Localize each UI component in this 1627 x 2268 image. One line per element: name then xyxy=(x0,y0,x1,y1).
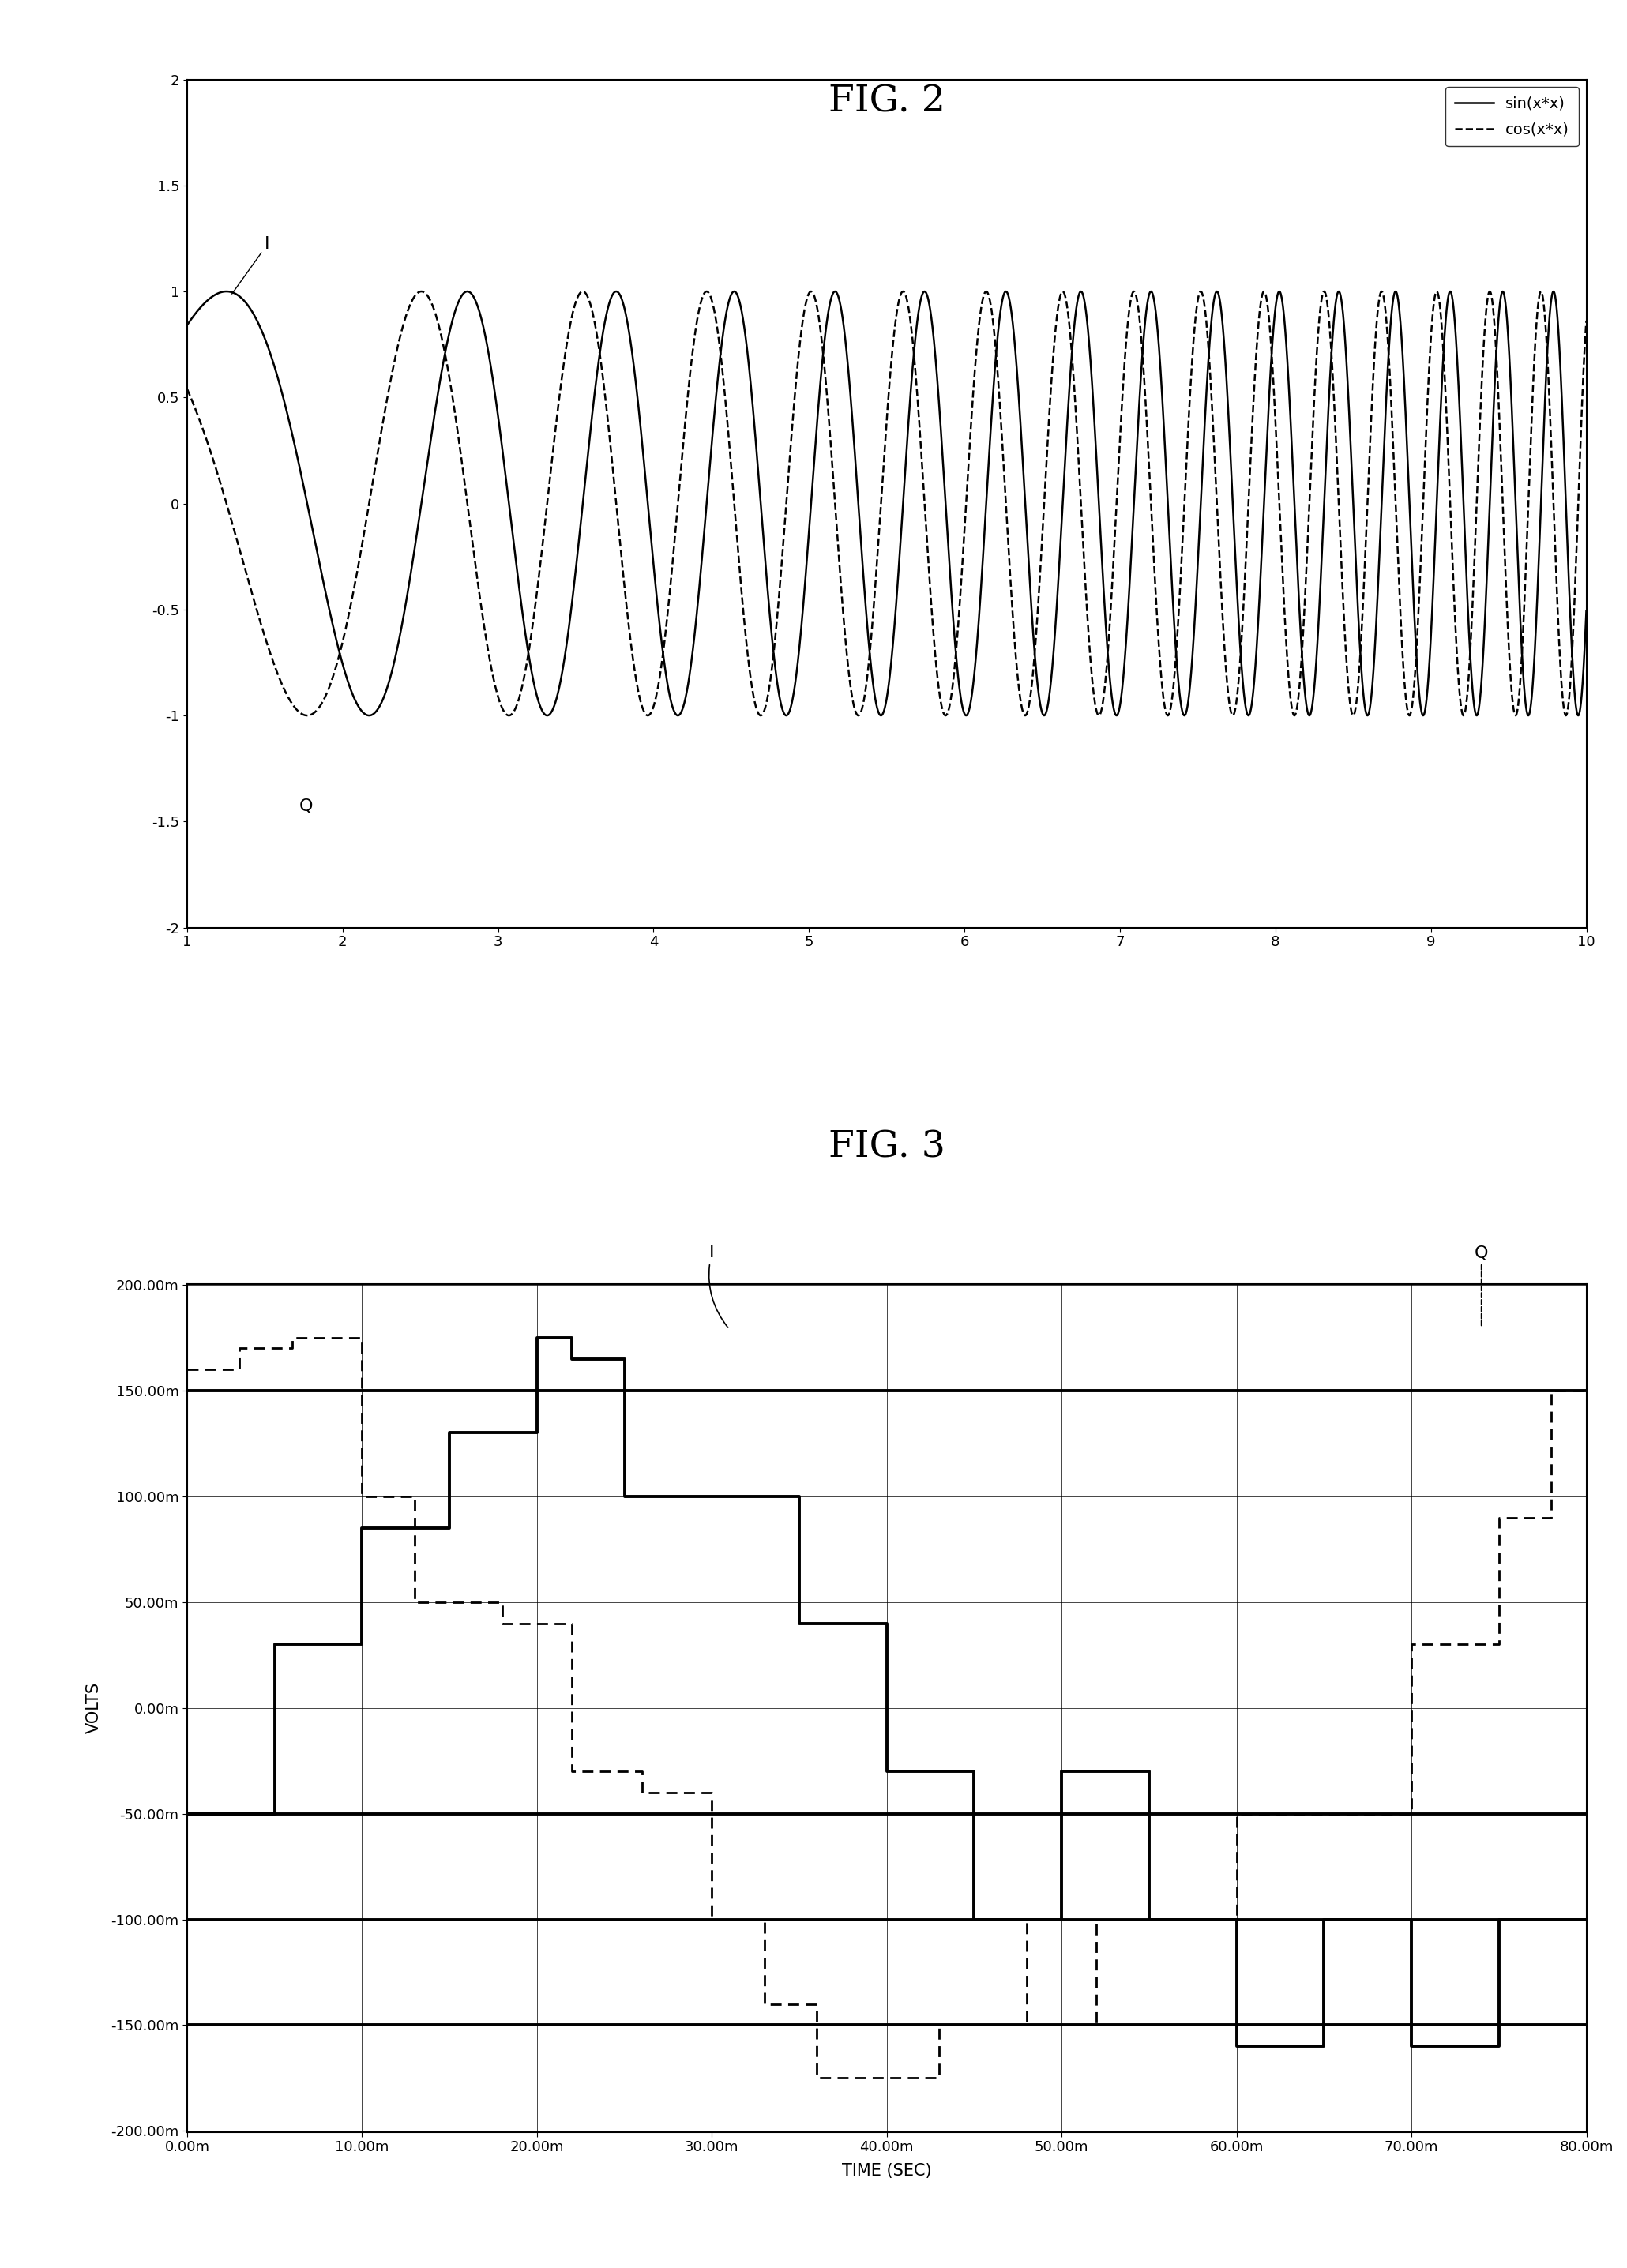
Line: sin(x*x): sin(x*x) xyxy=(187,290,1586,714)
sin(x*x) xyxy=(517,628,537,655)
cos(x*x) xyxy=(517,649,537,676)
Text: FIG. 2: FIG. 2 xyxy=(828,84,945,120)
sin(x*x) xyxy=(177,311,197,338)
cos(x*x) xyxy=(1254,277,1274,304)
Legend: sin(x*x), cos(x*x): sin(x*x), cos(x*x) xyxy=(1446,86,1578,145)
Text: Q: Q xyxy=(299,798,312,814)
cos(x*x) xyxy=(298,701,317,728)
sin(x*x) xyxy=(509,576,529,603)
sin(x*x) xyxy=(1565,689,1585,717)
Text: I: I xyxy=(233,236,270,295)
cos(x*x) xyxy=(804,284,823,311)
cos(x*x) xyxy=(1577,306,1596,333)
cos(x*x) xyxy=(503,701,522,728)
Text: Q: Q xyxy=(1474,1245,1489,1327)
cos(x*x) xyxy=(704,299,724,327)
sin(x*x) xyxy=(704,399,724,426)
sin(x*x) xyxy=(776,701,796,728)
sin(x*x) xyxy=(804,445,823,472)
Text: FIG. 3: FIG. 3 xyxy=(828,1129,945,1166)
sin(x*x) xyxy=(1577,596,1596,624)
cos(x*x) xyxy=(177,374,197,401)
X-axis label: TIME (SEC): TIME (SEC) xyxy=(841,2164,932,2180)
cos(x*x) xyxy=(1565,560,1585,587)
cos(x*x) xyxy=(509,683,529,710)
sin(x*x) xyxy=(1207,277,1227,304)
Line: cos(x*x): cos(x*x) xyxy=(187,290,1586,714)
Y-axis label: VOLTS: VOLTS xyxy=(86,1683,103,1733)
Text: I: I xyxy=(709,1245,727,1327)
sin(x*x) xyxy=(503,515,522,542)
